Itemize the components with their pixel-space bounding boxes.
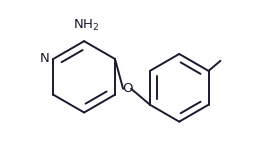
Text: N: N [40,52,50,66]
Text: O: O [122,82,132,95]
Text: NH$_2$: NH$_2$ [73,18,99,33]
